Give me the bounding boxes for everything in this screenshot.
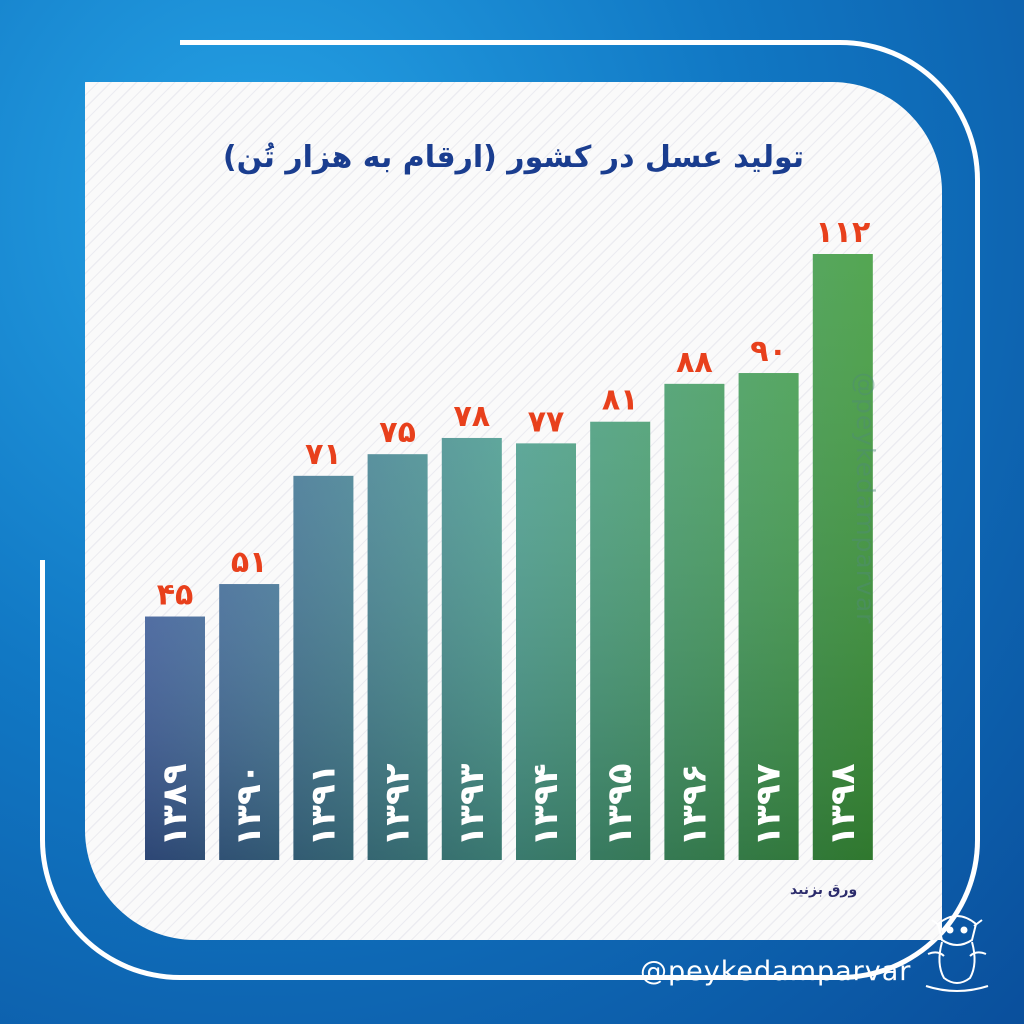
bar-shade-5 [516,443,576,860]
category-label-6: ۱۳۹۵ [600,763,640,846]
category-label-0: ۱۳۸۹ [155,763,195,846]
value-label-3: ۷۵ [379,415,416,450]
value-label-9: ۱۱۲ [815,215,870,250]
bar-shade-3 [367,454,428,860]
category-label-5: ۱۳۹۴ [526,763,566,846]
category-label-9: ۱۳۹۸ [823,763,863,846]
category-label-2: ۱۳۹۱ [303,763,343,846]
chart-card: تولید عسل در کشور (ارقام به هزار تُن) ۴۵… [85,82,942,940]
value-label-5: ۷۷ [528,404,565,439]
value-label-0: ۴۵ [157,578,194,613]
bar-shade-9 [812,254,873,860]
chart-title: تولید عسل در کشور (ارقام به هزار تُن) [222,140,805,175]
bar-shade-1 [219,584,280,860]
bar-shade-2 [293,475,354,860]
category-label-8: ۱۳۹۷ [749,763,789,846]
decorative-frame-line [180,40,980,980]
value-label-4: ۷۸ [453,399,490,434]
value-label-1: ۵۱ [231,545,268,580]
cow-mascot-logo [925,915,989,992]
bar-shade-4 [441,437,502,860]
watermark-text: @peykedamparvar [851,372,880,625]
category-label-4: ۱۳۹۳ [452,763,492,846]
footer-handle: @peykedamparvar [640,956,912,987]
category-label-7: ۱۳۹۶ [674,763,714,846]
value-label-8: ۹۰ [750,334,787,369]
bar-chart: ۴۵ ۱۳۸۹ ۵۱ ۱۳۹۰ ۷۱ ۱۳۹۱ ۷۵ ۱۳۹۲ ۷۸ ۱۳۹۳ ۷۷ ۱۳۹۴ ۸۱ ۱۳… [145,215,873,860]
value-label-2: ۷۱ [305,437,342,472]
bar-shade-8 [738,373,799,860]
value-label-6: ۸۱ [602,383,639,418]
value-label-7: ۸۸ [676,345,713,380]
swipe-hint: ورق بزنید [790,882,858,898]
bar-shade-0 [145,616,205,860]
bar-shade-7 [664,383,725,860]
category-label-1: ۱۳۹۰ [229,763,269,846]
category-label-3: ۱۳۹۲ [378,763,418,846]
bar-shade-6 [590,421,651,860]
